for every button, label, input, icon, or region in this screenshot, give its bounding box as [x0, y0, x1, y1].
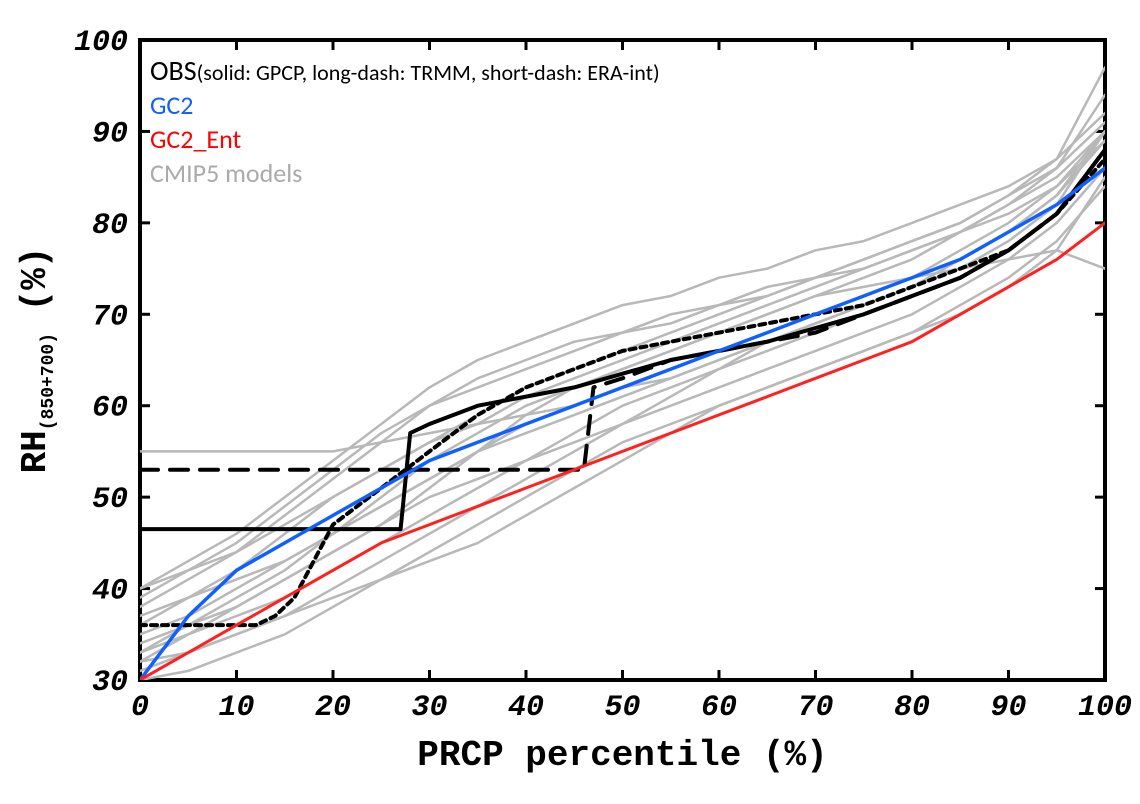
y-tick-label: 90: [92, 117, 128, 151]
series-OBS_TRMM: [140, 150, 1105, 470]
y-tick-label: 50: [92, 483, 128, 517]
x-tick-label: 70: [797, 691, 833, 725]
series-CMIP5_14: [140, 131, 1105, 671]
y-tick-label: 40: [92, 575, 128, 609]
x-tick-label: 10: [218, 691, 254, 725]
x-tick-label: 40: [508, 691, 544, 725]
x-tick-label: 80: [894, 691, 930, 725]
legend-item-3: CMIP5 models: [150, 157, 302, 189]
chart-container: 0 10 20 30 40 50 60 70 80 90 100 30 40 50 60 70 80 90 100 P…: [0, 0, 1140, 804]
x-tick-label: 100: [1078, 691, 1132, 725]
y-tick-label: 100: [74, 26, 128, 60]
series-CMIP5_08: [140, 150, 1105, 653]
x-tick-label: 30: [411, 691, 447, 725]
x-axis-label: PRCP percentile (%): [417, 735, 827, 776]
legend-item-1: GC2: [150, 89, 193, 121]
series-OBS_ERA: [140, 159, 1105, 625]
legend-item-0: OBS(solid: GPCP, long-dash: TRMM, short-…: [150, 53, 660, 88]
x-tick-label: 90: [990, 691, 1026, 725]
y-tick-label: 70: [92, 300, 128, 334]
chart-svg: 0 10 20 30 40 50 60 70 80 90 100 30 40 50 60 70 80 90 100 P…: [0, 0, 1140, 804]
y-tick-label: 30: [92, 666, 128, 700]
legend-item-2: GC2_Ent: [150, 123, 242, 155]
series-CMIP5_11: [140, 67, 1105, 588]
x-tick-label: 60: [701, 691, 737, 725]
x-tick-label: 0: [131, 691, 149, 725]
y-tick-label: 80: [92, 209, 128, 243]
series-OBS_GPCP: [140, 150, 1105, 529]
series-CMIP5_04: [140, 168, 1105, 662]
y-axis-label: RH(850+700) (%): [15, 247, 59, 474]
x-tick-label: 50: [604, 691, 640, 725]
y-tick-label: 60: [92, 392, 128, 426]
x-tick-label: 20: [315, 691, 351, 725]
